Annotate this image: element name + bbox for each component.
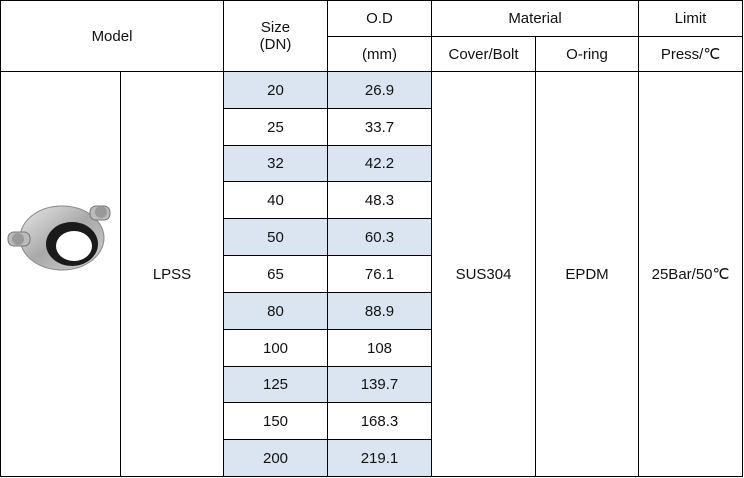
size-cell: 150 [223,402,328,440]
limit-cell: 25Bar/50℃ [638,71,743,477]
coupling-image [7,205,111,271]
size-cell: 200 [223,439,328,477]
size-cell: 65 [223,255,328,293]
size-cell: 20 [223,71,328,109]
od-cell: 88.9 [327,292,432,330]
od-cell: 26.9 [327,71,432,109]
od-cell: 219.1 [327,439,432,477]
od-cell: 108 [327,329,432,367]
text-line: Size [260,19,291,36]
od-cell: 48.3 [327,181,432,219]
model-cell: LPSS [120,71,224,477]
material-cell: EPDM [535,71,639,477]
od-cell: 33.7 [327,108,432,146]
header-cell: O.D [327,0,432,37]
od-cell: 76.1 [327,255,432,293]
size-cell: 40 [223,181,328,219]
od-cell: 139.7 [327,366,432,403]
header-cell: Cover/Bolt [431,36,536,72]
header-cell: Press/℃ [638,36,743,72]
header-cell: Limit [638,0,743,37]
size-cell: 50 [223,218,328,256]
od-cell: 60.3 [327,218,432,256]
size-cell: 32 [223,145,328,182]
header-cell: (mm) [327,36,432,72]
header-cell: Size (DN) [223,0,328,72]
header-cell: O-ring [535,36,639,72]
header-cell: Model [0,0,224,72]
od-cell: 42.2 [327,145,432,182]
od-cell: 168.3 [327,402,432,440]
size-cell: 80 [223,292,328,330]
size-cell: 125 [223,366,328,403]
size-cell: 25 [223,108,328,146]
size-cell: 100 [223,329,328,367]
header-cell: Material [431,0,639,37]
text-line: (DN) [259,36,292,53]
material-cell: SUS304 [431,71,536,477]
